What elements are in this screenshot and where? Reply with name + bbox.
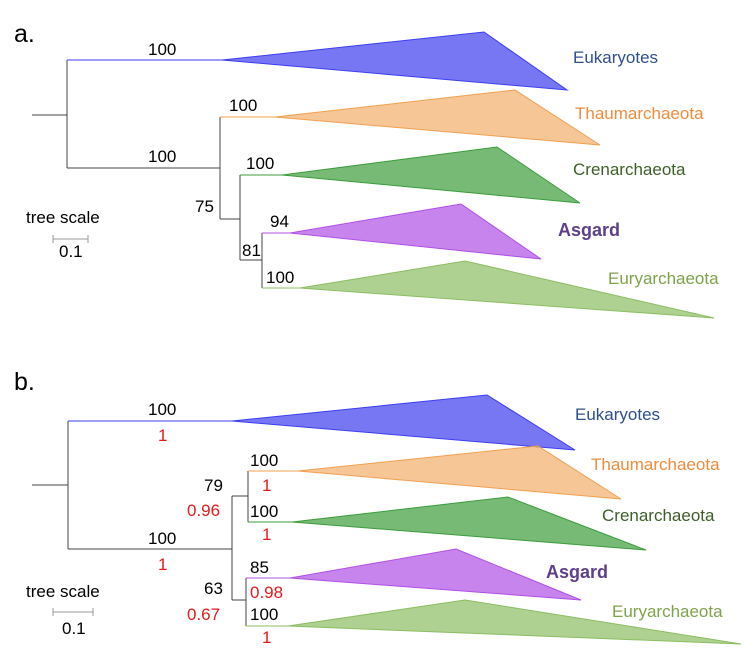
panel-b-label-thaumarchaeota: Thaumarchaeota	[591, 455, 720, 474]
panel-b-support-eukaryotes-alt: 1	[158, 426, 167, 445]
panel-b-thaum-clade	[297, 445, 622, 500]
panel-b-label-asgard: Asgard	[546, 562, 608, 582]
panel-b-support-asgard-eury: 63	[204, 579, 223, 598]
panel-a-label: a.	[14, 20, 35, 48]
panel-b-support-crenarchaeota-alt: 1	[262, 525, 271, 544]
panel-b-tree-scale: tree scale 0.1	[26, 582, 100, 638]
panel-a-label-asgard: Asgard	[558, 220, 620, 240]
panel-a-support-asgard: 94	[270, 212, 289, 231]
panel-b-support-asgard-alt: 0.98	[250, 583, 283, 602]
panel-b-scale-title: tree scale	[26, 582, 100, 601]
panel-a-cren-clade	[281, 146, 581, 204]
panel-b-support-thaum-cren: 79	[204, 476, 223, 495]
panel-b-support-asgard: 85	[250, 558, 269, 577]
panel-b-branches	[32, 420, 298, 627]
panel-b-scale-value: 0.1	[62, 619, 86, 638]
panel-a-branches	[32, 59, 300, 289]
panel-a-support-thaumarchaeota: 100	[229, 96, 257, 115]
panel-b-asgard-clade	[289, 548, 582, 601]
panel-b-support-thaum-cren-alt: 0.96	[187, 501, 220, 520]
panel-b-cren-clade	[291, 496, 647, 551]
panel-a-support-thaum-cren: 75	[195, 197, 214, 216]
panel-b-support-eukaryotes: 100	[148, 400, 176, 419]
panel-b-support-archaea: 100	[148, 529, 176, 548]
panel-a-label-thaumarchaeota: Thaumarchaeota	[575, 104, 704, 123]
panel-b-clades	[231, 394, 742, 645]
panel-a-support-values: 100 100 75 100 100 81 94 100	[148, 40, 294, 287]
panel-a-support-asgard-eury: 81	[242, 241, 261, 260]
panel-a: a. 100 100 75	[14, 20, 719, 319]
panel-b-support-euryarchaeota-alt: 1	[262, 628, 271, 647]
panel-a-support-crenarchaeota: 100	[246, 154, 274, 173]
panel-a-clades	[221, 31, 715, 319]
panel-a-tree-scale: tree scale 0.1	[26, 208, 100, 261]
panel-b-eury-clade	[287, 599, 742, 645]
panel-b-support-thaumarchaeota: 100	[250, 451, 278, 470]
panel-b-support-crenarchaeota: 100	[250, 502, 278, 521]
panel-a-scale-value: 0.1	[59, 242, 83, 261]
panel-a-thaum-clade	[274, 89, 601, 146]
panel-b: b. 100 1 100	[14, 368, 742, 647]
panel-b-label: b.	[14, 368, 35, 396]
panel-a-eury-clade	[299, 260, 715, 319]
panel-a-label-crenarchaeota: Crenarchaeota	[573, 160, 686, 179]
panel-a-label-eukaryotes: Eukaryotes	[573, 48, 658, 67]
panel-b-support-archaea-alt: 1	[158, 555, 167, 574]
panel-b-support-asgard-eury-alt: 0.67	[187, 605, 220, 624]
panel-a-asgard-clade	[289, 203, 542, 260]
panel-a-scale-title: tree scale	[26, 208, 100, 227]
panel-b-clade-labels: Eukaryotes Thaumarchaeota Crenarchaeota …	[546, 405, 723, 621]
panel-a-label-euryarchaeota: Euryarchaeota	[608, 269, 719, 288]
panel-a-eukaryotes-clade	[221, 31, 569, 91]
panel-a-support-archaea: 100	[148, 147, 176, 166]
panel-a-clade-labels: Eukaryotes Thaumarchaeota Crenarchaeota …	[558, 48, 719, 288]
panel-a-support-eukaryotes: 100	[148, 40, 176, 59]
panel-b-eukaryotes-clade	[231, 394, 576, 451]
panel-a-support-euryarchaeota: 100	[266, 268, 294, 287]
panel-b-label-euryarchaeota: Euryarchaeota	[612, 602, 723, 621]
panel-b-support-euryarchaeota: 100	[250, 605, 278, 624]
panel-b-label-eukaryotes: Eukaryotes	[575, 405, 660, 424]
panel-b-label-crenarchaeota: Crenarchaeota	[602, 506, 715, 525]
panel-b-support-values: 100 1 100 1 79 0.96 100 1 100 1 63 0.67 …	[148, 400, 283, 647]
panel-b-support-thaumarchaeota-alt: 1	[262, 476, 271, 495]
